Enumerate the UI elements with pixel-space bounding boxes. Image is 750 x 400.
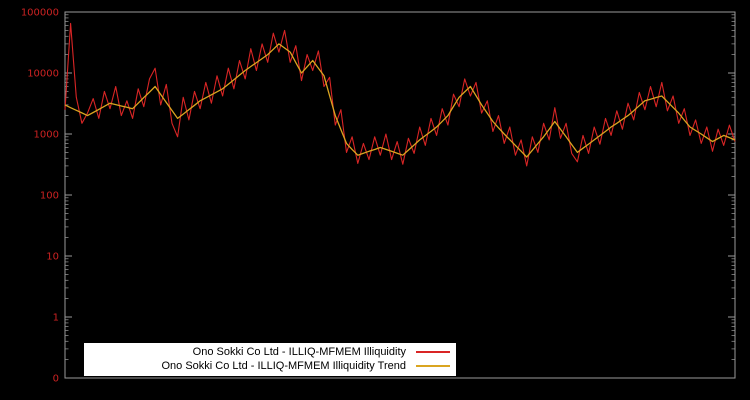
legend-item-trend: Ono Sokki Co Ltd - ILLIQ-MFMEM Illiquidi…	[90, 359, 450, 373]
plot-border	[64, 11, 736, 379]
y-tick-label: 0	[53, 374, 59, 385]
legend-item-illiquidity: Ono Sokki Co Ltd - ILLIQ-MFMEM Illiquidi…	[90, 345, 450, 359]
y-tick-label: 1000	[34, 130, 59, 141]
legend-label-illiquidity: Ono Sokki Co Ltd - ILLIQ-MFMEM Illiquidi…	[192, 346, 406, 358]
legend-label-trend: Ono Sokki Co Ltd - ILLIQ-MFMEM Illiquidi…	[161, 360, 406, 372]
y-tick-label: 100000	[21, 8, 59, 19]
y-tick-label: 10000	[27, 69, 59, 80]
y-tick-label: 100	[40, 191, 59, 202]
legend-line-sample-illiquidity	[416, 351, 450, 353]
series-line-illiquidity	[64, 22, 736, 167]
series-line-trend	[64, 43, 736, 158]
legend: Ono Sokki Co Ltd - ILLIQ-MFMEM Illiquidi…	[84, 343, 456, 376]
y-tick-label: 10	[46, 252, 59, 263]
y-tick-label: 1	[53, 313, 59, 324]
legend-line-sample-trend	[416, 365, 450, 367]
